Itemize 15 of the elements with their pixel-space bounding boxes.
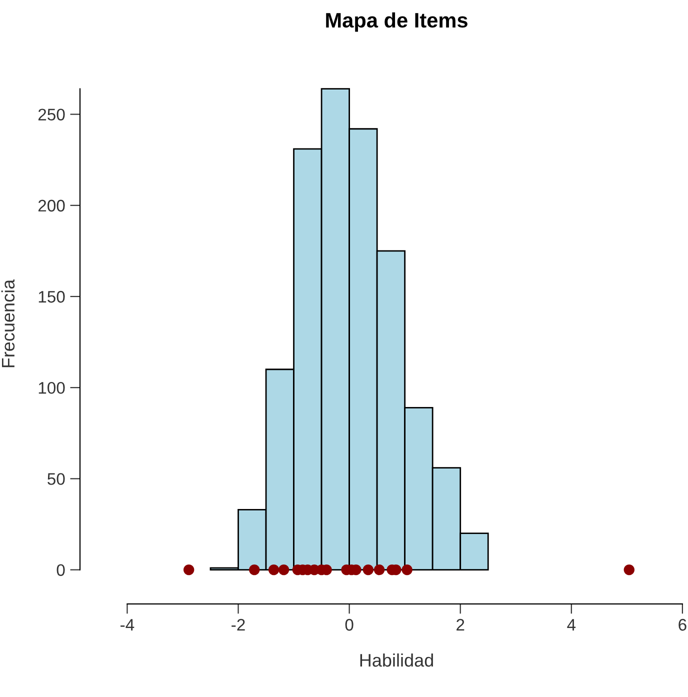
y-tick-label: 200 xyxy=(38,200,65,212)
x-tick-label: 0 xyxy=(345,618,354,631)
y-tick-label: 100 xyxy=(38,382,65,394)
y-tick-label: 0 xyxy=(56,564,65,576)
x-tick-label: 2 xyxy=(456,618,464,631)
x-tick-label: 4 xyxy=(567,619,576,631)
y-tick-label: 250 xyxy=(38,108,65,120)
x-tick-label: 6 xyxy=(678,618,686,631)
y-tick-label: 50 xyxy=(48,473,65,485)
x-axis-title: Habilidad xyxy=(360,653,433,667)
chart-title: Mapa de Items xyxy=(326,12,468,32)
y-tick-label: 150 xyxy=(38,290,65,303)
y-axis-title: Frecuencia xyxy=(1,279,15,368)
x-tick-label: -4 xyxy=(120,619,134,631)
x-tick-label: -2 xyxy=(232,618,245,631)
